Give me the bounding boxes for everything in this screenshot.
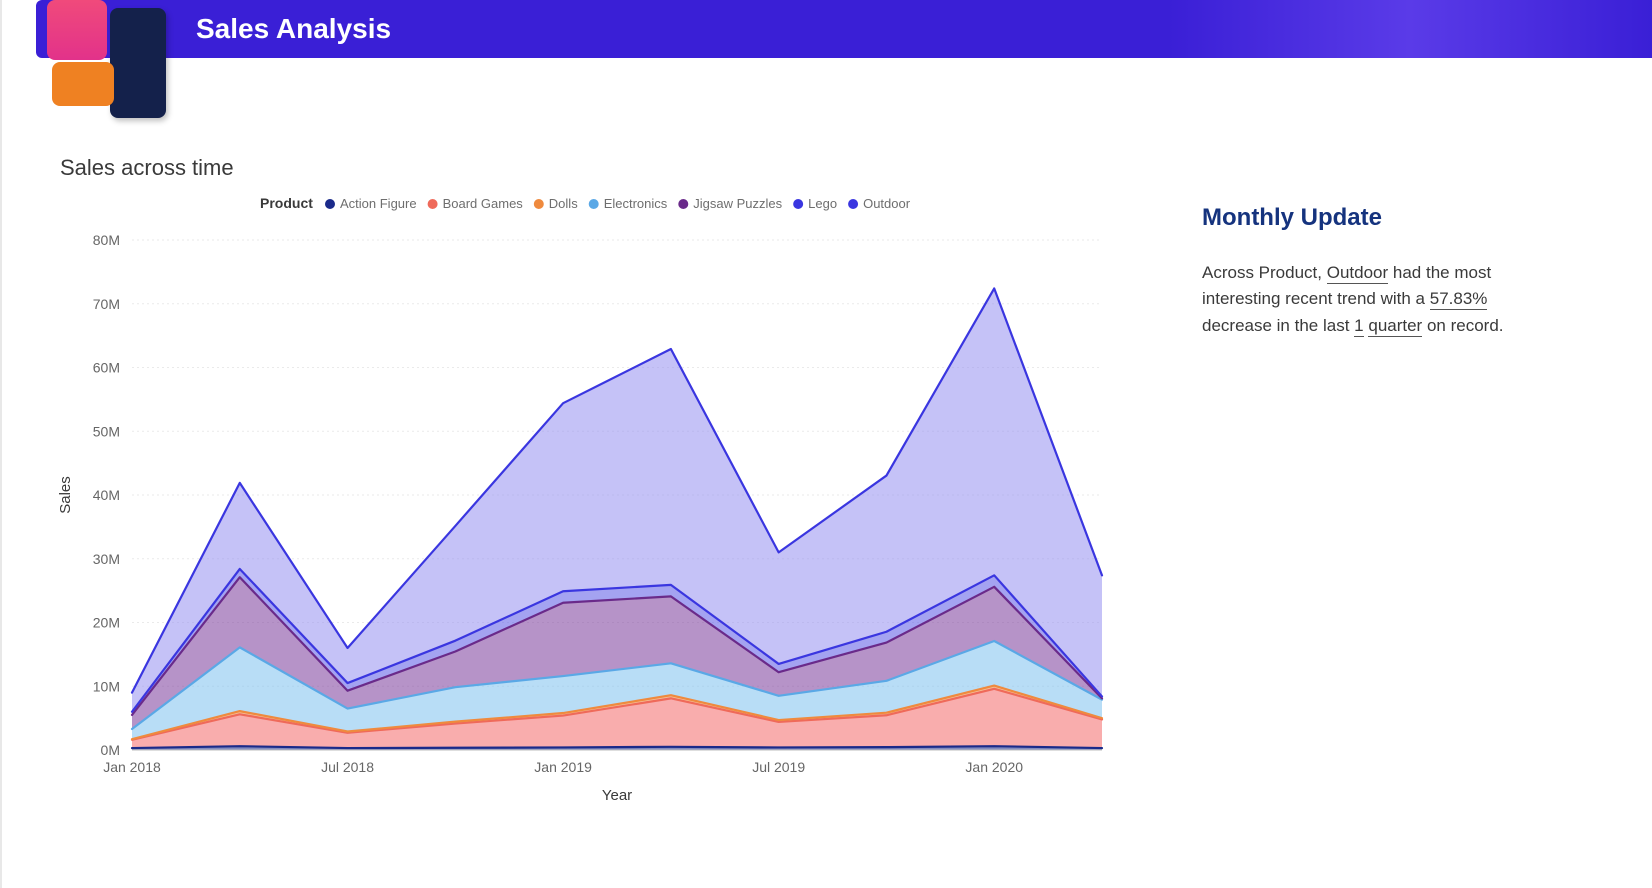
underlined-period[interactable]: quarter <box>1368 316 1422 337</box>
monthly-update-panel: Monthly Update Across Product, Outdoor h… <box>1202 204 1512 339</box>
deco-square-orange <box>52 62 114 106</box>
chart-title: Sales across time <box>60 155 234 181</box>
underlined-percent[interactable]: 57.83% <box>1430 289 1488 310</box>
svg-text:Year: Year <box>602 787 632 804</box>
svg-text:Jul 2019: Jul 2019 <box>752 759 805 775</box>
svg-text:20M: 20M <box>93 615 120 631</box>
sales-area-chart[interactable]: 0M 10M 20M 30M 40M 50M 60M 70M 80M Jan 2018 Jul 20… <box>42 190 1142 830</box>
monthly-update-title: Monthly Update <box>1202 204 1512 232</box>
svg-text:30M: 30M <box>93 551 120 567</box>
svg-text:Board Games: Board Games <box>443 196 524 211</box>
underlined-count[interactable]: 1 <box>1354 316 1363 337</box>
svg-text:Jul 2018: Jul 2018 <box>321 759 374 775</box>
svg-text:Action Figure: Action Figure <box>340 196 417 211</box>
svg-text:80M: 80M <box>93 232 120 248</box>
svg-text:Lego: Lego <box>808 196 837 211</box>
monthly-update-text: Across Product, Outdoor had the most int… <box>1202 260 1512 339</box>
deco-square-pink <box>47 0 107 60</box>
svg-text:Jan 2020: Jan 2020 <box>965 759 1023 775</box>
page-title: Sales Analysis <box>196 13 391 45</box>
header-banner: Sales Analysis <box>36 0 1652 58</box>
svg-text:10M: 10M <box>93 678 120 694</box>
underlined-product[interactable]: Outdoor <box>1327 263 1388 284</box>
text-fragment: on record. <box>1422 316 1503 335</box>
svg-text:Jan 2019: Jan 2019 <box>534 759 592 775</box>
svg-text:Dolls: Dolls <box>549 196 578 211</box>
svg-text:40M: 40M <box>93 487 120 503</box>
svg-text:70M: 70M <box>93 296 120 312</box>
svg-text:Product: Product <box>260 195 313 211</box>
svg-text:Jan 2018: Jan 2018 <box>103 759 161 775</box>
text-fragment: decrease in the last <box>1202 316 1354 335</box>
svg-text:0M: 0M <box>101 742 120 758</box>
svg-text:60M: 60M <box>93 360 120 376</box>
svg-text:Jigsaw Puzzles: Jigsaw Puzzles <box>693 196 782 211</box>
svg-text:Electronics: Electronics <box>604 196 668 211</box>
deco-square-navy <box>110 8 166 118</box>
svg-text:Outdoor: Outdoor <box>863 196 911 211</box>
svg-text:Sales: Sales <box>57 476 74 514</box>
svg-text:50M: 50M <box>93 423 120 439</box>
text-fragment: Across Product, <box>1202 263 1327 282</box>
